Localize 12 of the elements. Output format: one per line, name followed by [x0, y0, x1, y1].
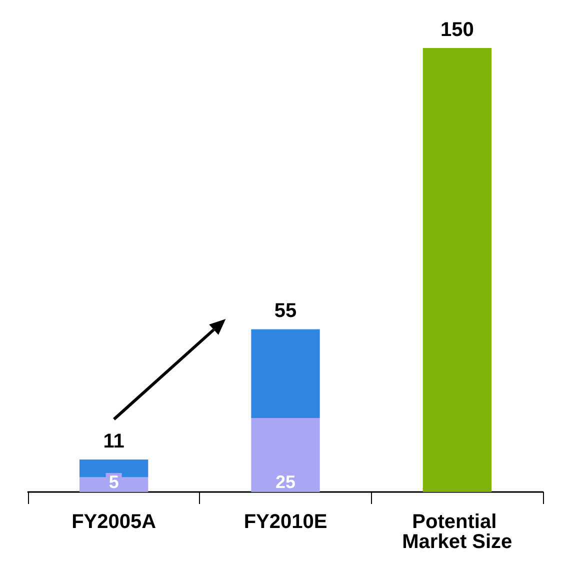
- bar: [422, 48, 492, 492]
- data-label: 25: [275, 472, 296, 492]
- x-tick-label: Potential Market Size: [402, 511, 512, 553]
- bar: [251, 329, 320, 418]
- x-tick-label: FY2005A: [72, 511, 156, 533]
- total-label: 150: [440, 19, 474, 41]
- total-label: 55: [274, 300, 297, 322]
- x-tick-label: FY2010E: [244, 511, 328, 533]
- total-label: 11: [103, 430, 124, 452]
- bar: [80, 459, 148, 478]
- data-label: 5: [108, 472, 119, 492]
- bar: [251, 418, 320, 492]
